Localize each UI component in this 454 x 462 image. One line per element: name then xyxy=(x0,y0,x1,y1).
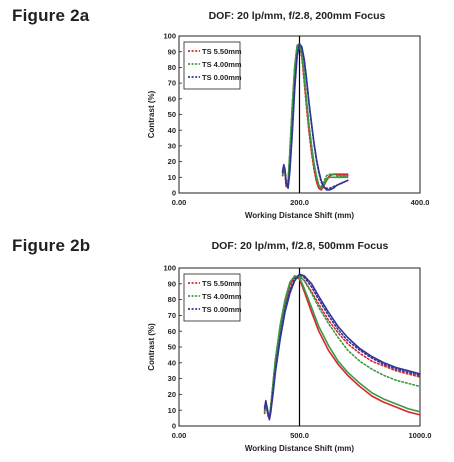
legend-box xyxy=(183,41,241,90)
y-tick-label: 0 xyxy=(172,189,176,198)
y-tick-label: 80 xyxy=(168,63,176,72)
legend-entry: TS 0.00mm xyxy=(202,73,242,82)
x-tick-label: 400.0 xyxy=(411,198,430,207)
legend-entry: TS 0.00mm xyxy=(202,305,242,314)
series-line-green-dotted xyxy=(263,275,421,419)
y-tick-label: 100 xyxy=(163,264,176,273)
series-line-blue-dotted xyxy=(263,273,421,419)
legend-entry: TS 4.00mm xyxy=(202,60,242,69)
x-tick-label: 0.00 xyxy=(172,431,187,440)
y-tick-label: 60 xyxy=(168,94,176,103)
chart-title-2a: DOF: 20 lp/mm, f/2.8, 200mm Focus xyxy=(208,10,386,22)
y-tick-label: 20 xyxy=(168,390,176,399)
y-tick-label: 0 xyxy=(172,422,176,431)
x-tick-label: 1000.0 xyxy=(409,431,432,440)
plot-area-1: 0 10 20 30 40 50 60 70 80 90 100 0.00 500.0 1000.0 Wor… xyxy=(147,264,431,453)
x-axis-title: Working Distance Shift (mm) xyxy=(245,211,355,220)
y-tick-label: 30 xyxy=(168,142,176,151)
y-tick-label: 10 xyxy=(168,173,176,182)
chart-title-2b: DOF: 20 lp/mm, f/2.8, 500mm Focus xyxy=(211,240,389,252)
y-tick-label: 60 xyxy=(168,327,176,336)
y-tick-label: 40 xyxy=(168,126,176,135)
legend-entry: TS 5.50mm xyxy=(202,279,242,288)
legend: TS 5.50mm TS 4.00mm TS 0.00mm xyxy=(183,273,242,322)
y-tick-label: 80 xyxy=(168,295,176,304)
x-axis-title: Working Distance Shift (mm) xyxy=(245,444,355,453)
y-tick-label: 30 xyxy=(168,374,176,383)
legend: TS 5.50mm TS 4.00mm TS 0.00mm xyxy=(183,41,242,90)
y-tick-label: 10 xyxy=(168,406,176,415)
y-tick-label: 90 xyxy=(168,279,176,288)
series-line-blue-solid xyxy=(263,273,421,421)
y-axis-title: Contrast (%) xyxy=(147,90,156,138)
y-tick-label: 100 xyxy=(163,32,176,41)
x-tick-label: 0.00 xyxy=(172,198,187,207)
plot-area-0: 0 10 20 30 40 50 60 70 80 90 100 0.00 200.0 400.0 Work… xyxy=(147,32,429,220)
x-tick-label: 200.0 xyxy=(290,198,309,207)
figure-2b-label: Figure 2b xyxy=(12,236,91,255)
legend-box xyxy=(183,273,241,322)
y-tick-label: 90 xyxy=(168,47,176,56)
x-tick-label: 500.0 xyxy=(290,431,309,440)
series-line-green-dotted xyxy=(281,44,349,188)
legend-entry: TS 5.50mm xyxy=(202,47,242,56)
y-tick-label: 40 xyxy=(168,358,176,367)
figure-2a-label: Figure 2a xyxy=(12,6,90,25)
chart-2a: 0 10 20 30 40 50 60 70 80 90 100 0.00 200.0 400.0 Work… xyxy=(147,32,429,220)
y-tick-label: 20 xyxy=(168,157,176,166)
y-tick-label: 50 xyxy=(168,110,176,119)
legend-entry: TS 4.00mm xyxy=(202,292,242,301)
y-tick-label: 50 xyxy=(168,343,176,352)
y-tick-label: 70 xyxy=(168,311,176,320)
y-axis-title: Contrast (%) xyxy=(147,323,156,371)
y-tick-label: 70 xyxy=(168,79,176,88)
series-line-blue-dotted xyxy=(281,42,349,190)
